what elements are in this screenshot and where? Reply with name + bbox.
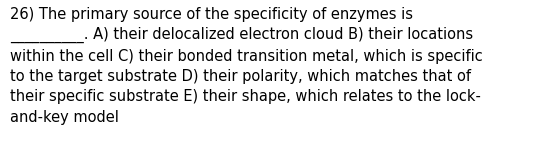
Text: 26) The primary source of the specificity of enzymes is
__________. A) their del: 26) The primary source of the specificit… bbox=[10, 7, 483, 125]
